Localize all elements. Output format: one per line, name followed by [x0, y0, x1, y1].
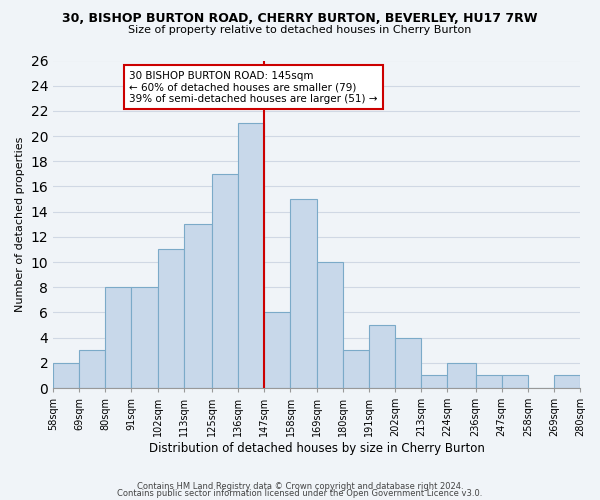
Text: Contains public sector information licensed under the Open Government Licence v3: Contains public sector information licen…: [118, 489, 482, 498]
Text: 30, BISHOP BURTON ROAD, CHERRY BURTON, BEVERLEY, HU17 7RW: 30, BISHOP BURTON ROAD, CHERRY BURTON, B…: [62, 12, 538, 26]
Text: Size of property relative to detached houses in Cherry Burton: Size of property relative to detached ho…: [128, 25, 472, 35]
Bar: [131, 288, 158, 388]
Bar: [369, 325, 395, 388]
Text: 30 BISHOP BURTON ROAD: 145sqm
← 60% of detached houses are smaller (79)
39% of s: 30 BISHOP BURTON ROAD: 145sqm ← 60% of d…: [129, 70, 377, 104]
Bar: [238, 124, 265, 388]
Bar: [106, 288, 131, 388]
X-axis label: Distribution of detached houses by size in Cherry Burton: Distribution of detached houses by size …: [149, 442, 485, 455]
Bar: [447, 363, 476, 388]
Bar: [184, 224, 212, 388]
Bar: [265, 312, 290, 388]
Bar: [554, 376, 580, 388]
Bar: [343, 350, 369, 388]
Bar: [395, 338, 421, 388]
Bar: [158, 250, 184, 388]
Bar: [53, 363, 79, 388]
Bar: [79, 350, 106, 388]
Bar: [502, 376, 528, 388]
Bar: [421, 376, 447, 388]
Bar: [317, 262, 343, 388]
Bar: [290, 199, 317, 388]
Bar: [476, 376, 502, 388]
Text: Contains HM Land Registry data © Crown copyright and database right 2024.: Contains HM Land Registry data © Crown c…: [137, 482, 463, 491]
Y-axis label: Number of detached properties: Number of detached properties: [15, 136, 25, 312]
Bar: [212, 174, 238, 388]
